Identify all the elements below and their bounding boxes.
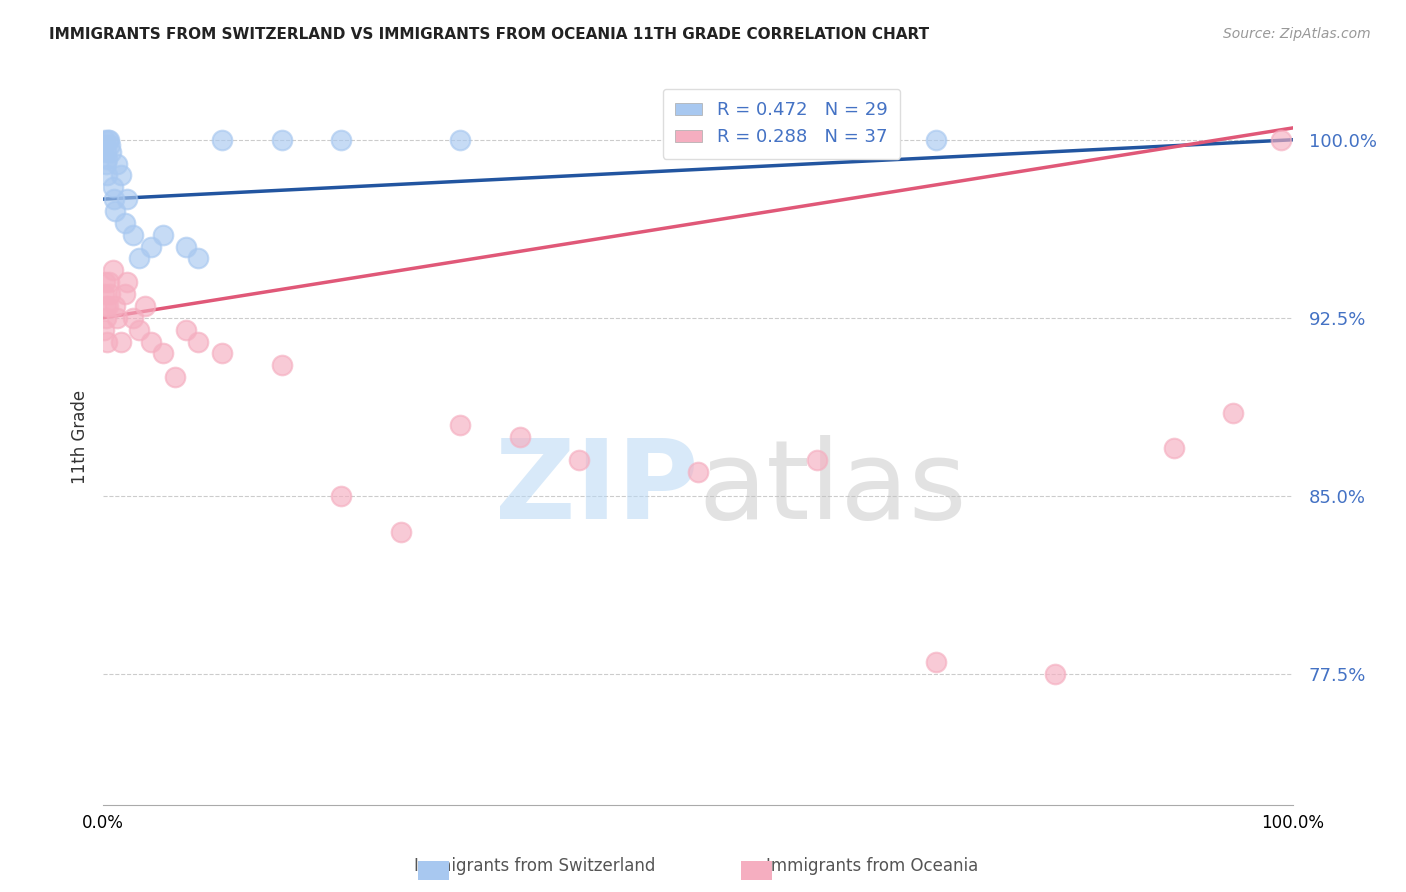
- Point: [211, 346, 233, 360]
- Point: [152, 346, 174, 360]
- Point: [122, 310, 145, 325]
- Point: [176, 239, 198, 253]
- Point: [187, 334, 209, 349]
- Point: [96, 152, 118, 166]
- Text: Immigrants from Oceania: Immigrants from Oceania: [766, 857, 977, 875]
- Point: [139, 334, 162, 349]
- Point: [176, 323, 198, 337]
- Point: [330, 489, 353, 503]
- Point: [110, 334, 132, 349]
- Point: [98, 275, 121, 289]
- Point: [98, 133, 121, 147]
- Point: [97, 133, 120, 147]
- Point: [107, 310, 129, 325]
- Point: [1043, 667, 1066, 681]
- Point: [134, 299, 156, 313]
- Point: [139, 239, 162, 253]
- Point: [93, 287, 115, 301]
- Text: atlas: atlas: [697, 434, 966, 541]
- Point: [270, 133, 292, 147]
- Point: [114, 216, 136, 230]
- Point: [94, 133, 117, 147]
- Point: [97, 299, 120, 313]
- Point: [187, 252, 209, 266]
- Point: [449, 133, 471, 147]
- Point: [115, 275, 138, 289]
- Point: [94, 275, 117, 289]
- Text: Source: ZipAtlas.com: Source: ZipAtlas.com: [1223, 27, 1371, 41]
- Point: [1163, 442, 1185, 456]
- Point: [122, 227, 145, 242]
- Y-axis label: 11th Grade: 11th Grade: [72, 390, 89, 483]
- Point: [104, 204, 127, 219]
- Text: ZIP: ZIP: [495, 434, 697, 541]
- Point: [806, 453, 828, 467]
- Legend: R = 0.472   N = 29, R = 0.288   N = 37: R = 0.472 N = 29, R = 0.288 N = 37: [662, 88, 900, 159]
- Point: [449, 417, 471, 432]
- Point: [115, 192, 138, 206]
- Point: [94, 145, 117, 159]
- Point: [509, 429, 531, 443]
- Point: [107, 156, 129, 170]
- Point: [1222, 406, 1244, 420]
- Text: IMMIGRANTS FROM SWITZERLAND VS IMMIGRANTS FROM OCEANIA 11TH GRADE CORRELATION CH: IMMIGRANTS FROM SWITZERLAND VS IMMIGRANT…: [49, 27, 929, 42]
- Point: [94, 156, 117, 170]
- Point: [110, 169, 132, 183]
- Point: [270, 359, 292, 373]
- Point: [389, 524, 412, 539]
- Point: [98, 137, 121, 152]
- Point: [211, 133, 233, 147]
- Point: [96, 334, 118, 349]
- Point: [330, 133, 353, 147]
- Point: [114, 287, 136, 301]
- Point: [104, 299, 127, 313]
- Point: [100, 145, 122, 159]
- Point: [128, 252, 150, 266]
- Point: [93, 323, 115, 337]
- Point: [568, 453, 591, 467]
- Point: [96, 169, 118, 183]
- Point: [94, 299, 117, 313]
- Point: [103, 192, 125, 206]
- Point: [747, 133, 769, 147]
- Point: [101, 263, 124, 277]
- Point: [925, 133, 948, 147]
- Point: [925, 655, 948, 669]
- Point: [94, 310, 117, 325]
- Point: [152, 227, 174, 242]
- Point: [163, 370, 186, 384]
- Point: [686, 465, 709, 479]
- Point: [98, 287, 121, 301]
- Point: [93, 137, 115, 152]
- Point: [128, 323, 150, 337]
- Point: [1270, 133, 1292, 147]
- Point: [101, 180, 124, 194]
- Text: Immigrants from Switzerland: Immigrants from Switzerland: [413, 857, 655, 875]
